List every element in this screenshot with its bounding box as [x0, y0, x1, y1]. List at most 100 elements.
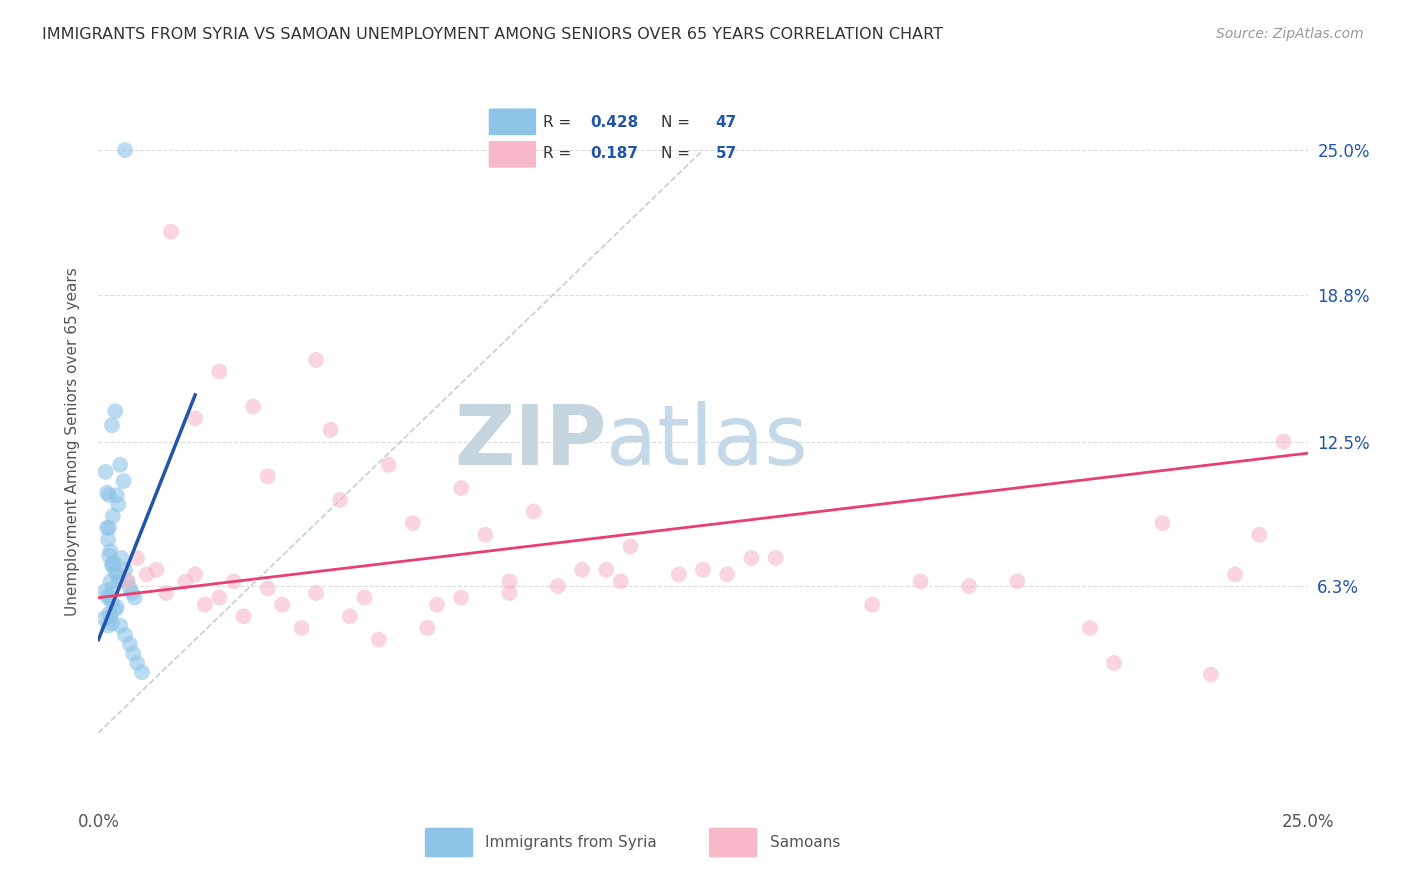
Samoans: [339, 609, 361, 624]
Samoans: [1078, 621, 1101, 635]
Immigrants from Syria: [111, 551, 134, 566]
Samoans: [450, 591, 472, 605]
Samoans: [1199, 667, 1222, 681]
Samoans: [595, 563, 617, 577]
Samoans: [426, 598, 449, 612]
Immigrants from Syria: [93, 612, 115, 626]
Samoans: [184, 411, 207, 425]
Immigrants from Syria: [97, 588, 120, 602]
Samoans: [160, 225, 183, 239]
Immigrants from Syria: [101, 595, 124, 609]
Samoans: [329, 492, 352, 507]
Text: ZIP: ZIP: [454, 401, 606, 482]
Immigrants from Syria: [105, 600, 128, 615]
Samoans: [242, 400, 264, 414]
Samoans: [290, 621, 312, 635]
Text: atlas: atlas: [606, 401, 808, 482]
Immigrants from Syria: [105, 488, 128, 502]
Immigrants from Syria: [121, 586, 143, 600]
Samoans: [860, 598, 883, 612]
Samoans: [571, 563, 593, 577]
Samoans: [668, 567, 690, 582]
Immigrants from Syria: [100, 544, 122, 558]
Samoans: [319, 423, 342, 437]
Immigrants from Syria: [98, 521, 121, 535]
Immigrants from Syria: [131, 665, 153, 680]
Immigrants from Syria: [101, 558, 124, 572]
Immigrants from Syria: [96, 485, 118, 500]
Immigrants from Syria: [100, 574, 122, 589]
Y-axis label: Unemployment Among Seniors over 65 years: Unemployment Among Seniors over 65 years: [65, 268, 80, 615]
Samoans: [610, 574, 633, 589]
Immigrants from Syria: [114, 563, 136, 577]
Immigrants from Syria: [117, 574, 139, 589]
Immigrants from Syria: [94, 583, 117, 598]
Samoans: [957, 579, 980, 593]
Samoans: [127, 551, 149, 566]
Samoans: [232, 609, 254, 624]
Samoans: [256, 469, 278, 483]
Samoans: [194, 598, 217, 612]
Text: IMMIGRANTS FROM SYRIA VS SAMOAN UNEMPLOYMENT AMONG SENIORS OVER 65 YEARS CORRELA: IMMIGRANTS FROM SYRIA VS SAMOAN UNEMPLOY…: [42, 27, 943, 42]
Immigrants from Syria: [122, 647, 145, 661]
Immigrants from Syria: [108, 618, 131, 632]
Immigrants from Syria: [98, 607, 121, 621]
Immigrants from Syria: [97, 533, 120, 547]
Samoans: [402, 516, 425, 530]
Samoans: [377, 458, 399, 472]
Immigrants from Syria: [104, 404, 127, 418]
Immigrants from Syria: [107, 498, 129, 512]
Immigrants from Syria: [101, 509, 124, 524]
Immigrants from Syria: [107, 574, 129, 589]
Samoans: [135, 567, 157, 582]
Samoans: [353, 591, 375, 605]
Samoans: [1249, 528, 1271, 542]
Samoans: [1272, 434, 1295, 449]
Samoans: [1102, 656, 1125, 670]
Samoans: [305, 586, 328, 600]
Immigrants from Syria: [127, 656, 149, 670]
Immigrants from Syria: [101, 558, 124, 572]
Immigrants from Syria: [114, 628, 136, 642]
Immigrants from Syria: [112, 474, 135, 488]
Immigrants from Syria: [101, 418, 124, 433]
Immigrants from Syria: [118, 582, 141, 596]
Samoans: [222, 574, 245, 589]
Immigrants from Syria: [97, 618, 120, 632]
Samoans: [619, 540, 641, 554]
Immigrants from Syria: [104, 565, 127, 579]
Samoans: [155, 586, 177, 600]
Immigrants from Syria: [96, 521, 118, 535]
Immigrants from Syria: [94, 465, 117, 479]
Immigrants from Syria: [108, 458, 131, 472]
Samoans: [1223, 567, 1246, 582]
Immigrants from Syria: [101, 582, 124, 596]
Samoans: [765, 551, 787, 566]
Samoans: [174, 574, 197, 589]
Immigrants from Syria: [97, 591, 120, 605]
Samoans: [184, 567, 207, 582]
Immigrants from Syria: [114, 143, 136, 157]
Samoans: [523, 504, 546, 518]
Samoans: [692, 563, 714, 577]
Samoans: [145, 563, 167, 577]
Samoans: [1152, 516, 1174, 530]
Samoans: [716, 567, 738, 582]
Samoans: [256, 582, 278, 596]
Samoans: [547, 579, 569, 593]
Samoans: [740, 551, 762, 566]
Samoans: [117, 574, 139, 589]
Samoans: [1007, 574, 1029, 589]
Samoans: [208, 591, 231, 605]
Samoans: [208, 365, 231, 379]
Text: Source: ZipAtlas.com: Source: ZipAtlas.com: [1216, 27, 1364, 41]
Samoans: [910, 574, 932, 589]
Samoans: [450, 481, 472, 495]
Samoans: [305, 353, 328, 368]
Immigrants from Syria: [118, 637, 141, 651]
Immigrants from Syria: [107, 567, 129, 582]
Immigrants from Syria: [101, 616, 124, 631]
Samoans: [498, 586, 520, 600]
Immigrants from Syria: [103, 556, 125, 570]
Samoans: [271, 598, 294, 612]
